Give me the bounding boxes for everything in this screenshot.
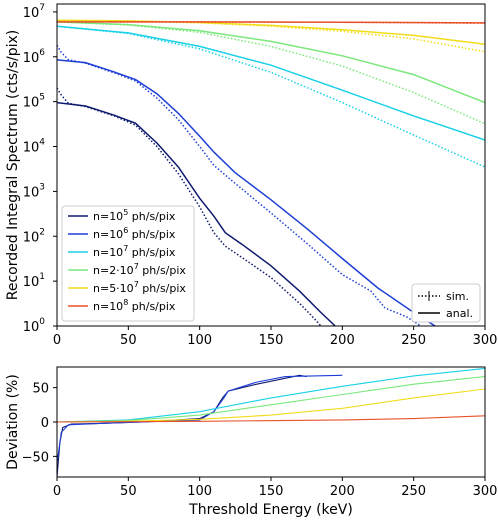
legend-label: n=5·107 ph/s/pix [93,280,186,295]
spectrum-x-ticks: 0 50 100 150 200 250 300 [53,326,498,348]
spectrum-lines [57,19,485,326]
x-tick-label: 300 [473,333,498,348]
deviation-line-3 [57,376,485,423]
deviation-line-2 [57,367,485,423]
spectrum-y-ticks: 100 101 102 103 104 105 106 107 [23,3,57,335]
x-axis-label: Threshold Energy (keV) [188,502,353,518]
deviation-line-4 [57,388,485,423]
spectrum-legend: n=105 ph/s/pix n=106 ph/s/pix n=107 ph/s/p… [61,205,195,322]
x-tick-label: 0 [53,484,61,499]
x-tick-label: 250 [401,333,426,348]
style-legend: sim. anal. [411,283,481,323]
legend-box [61,205,195,322]
simulated-line-3 [57,21,485,125]
x-tick-label: 100 [187,484,212,499]
deviation-y-axis-label: Deviation (%) [5,374,21,470]
deviation-y-ticks: −50 0 50 [22,382,57,465]
deviation-x-ticks: 0 50 100 150 200 250 300 [53,477,498,499]
deviation-line-5 [57,415,485,423]
legend-label: n=107 ph/s/pix [93,244,176,259]
spectrum-y-axis-label: Recorded Integral Spectrum (cts/s/pix) [5,30,21,300]
x-tick-label: 150 [259,484,284,499]
analytical-line-0 [57,101,336,326]
y-tick-label: 50 [32,382,49,397]
x-tick-label: 50 [120,484,137,499]
x-tick-label: 200 [330,333,355,348]
simulated-line-0 [57,87,322,326]
y-tick-label: 100 [23,317,46,335]
analytical-line-2 [57,25,485,141]
y-tick-label: −50 [22,450,49,465]
x-tick-label: 250 [401,484,426,499]
y-tick-label: 0 [41,416,49,431]
analytical-line-3 [57,21,485,104]
y-tick-label: 103 [23,182,45,200]
y-tick-label: 102 [23,227,45,245]
simulated-line-4 [57,19,485,53]
y-tick-label: 105 [23,93,45,111]
y-tick-label: 104 [23,138,46,156]
legend-label: n=105 ph/s/pix [93,208,176,223]
y-tick-label: 107 [23,3,45,21]
x-tick-label: 100 [187,333,212,348]
simulated-line-5 [57,21,485,24]
deviation-lines [57,367,485,477]
legend-label: n=2·107 ph/s/pix [93,262,186,277]
deviation-line-1 [57,374,343,464]
y-tick-label: 101 [23,272,45,290]
y-tick-label: 106 [23,48,46,66]
spectrum-panel: 0 50 100 150 200 250 300 100 101 102 103 104 105 106… [5,3,497,348]
x-tick-label: 50 [120,333,137,348]
x-tick-label: 300 [473,484,498,499]
legend-label: n=108 ph/s/pix [93,298,176,313]
style-legend-label: sim. [446,290,469,303]
deviation-line-0 [57,374,307,477]
simulated-line-1 [57,44,422,326]
x-tick-label: 150 [259,333,284,348]
analytical-line-1 [57,59,436,326]
simulated-line-2 [57,25,485,168]
x-tick-label: 200 [330,484,355,499]
style-legend-label: anal. [446,307,473,320]
legend-label: n=106 ph/s/pix [93,226,176,241]
x-tick-label: 0 [53,333,61,348]
